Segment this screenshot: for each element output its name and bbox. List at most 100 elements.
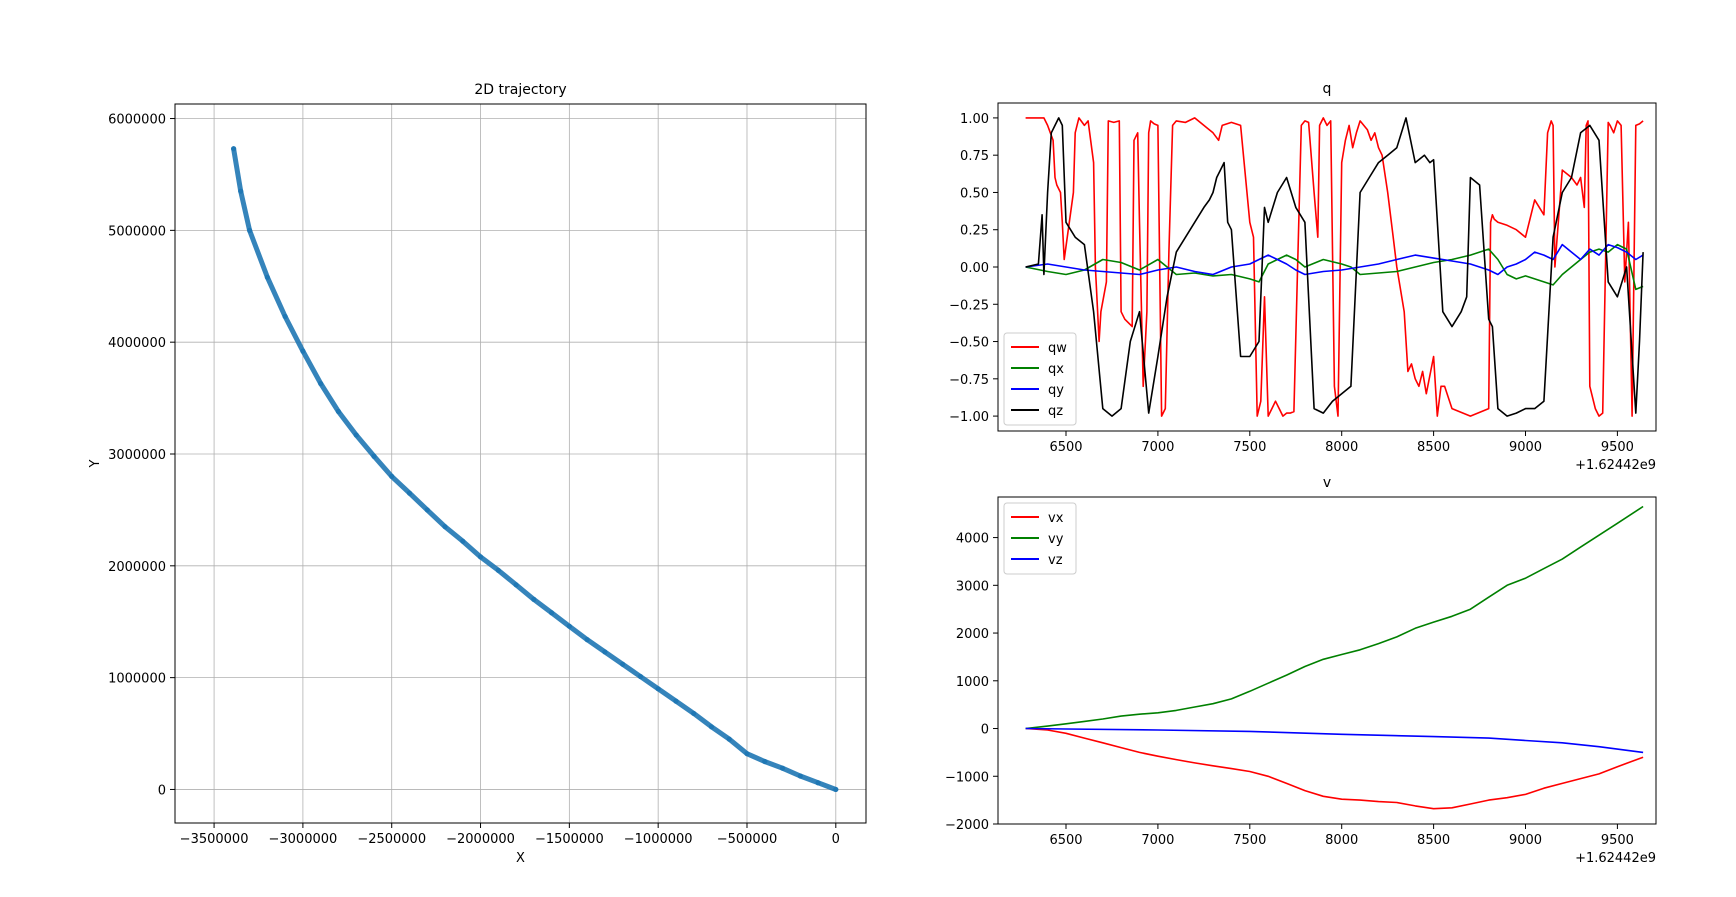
traj-xtick-label: −3000000: [268, 832, 337, 847]
v-ytick-label: −1000: [945, 770, 989, 785]
traj-ytick-label: 2000000: [108, 560, 166, 575]
traj-data-point: [708, 724, 715, 730]
traj-data-point: [318, 380, 324, 387]
v-xtick-label: 7000: [1141, 833, 1174, 848]
v-legend-label-vz: vz: [1048, 553, 1063, 568]
v-ytick-label: 4000: [956, 532, 989, 547]
traj-data-point: [762, 758, 768, 765]
q-xtick-label: 8000: [1325, 440, 1358, 455]
q-xtick-label: 7000: [1141, 440, 1174, 455]
traj-xtick-label: −2500000: [357, 832, 426, 847]
traj-axes-frame: [174, 103, 867, 824]
q-xtick-label: 7500: [1233, 440, 1266, 455]
traj-data-point: [673, 698, 679, 704]
v-ytick-label: 1000: [956, 675, 989, 690]
traj-ytick-label: 1000000: [108, 672, 166, 687]
traj-series-track: [231, 146, 839, 792]
traj-ytick-label: 0: [158, 783, 166, 798]
traj-data-point: [406, 490, 413, 496]
v-xtick-label: 8500: [1417, 833, 1450, 848]
traj-data-point: [779, 765, 786, 771]
v-xtick-label: 9000: [1509, 833, 1542, 848]
traj-ytick-label: 4000000: [108, 336, 166, 351]
v-xtick-label: 9500: [1601, 833, 1634, 848]
traj-title: 2D trajectory: [474, 82, 566, 98]
v-title: v: [1323, 475, 1331, 491]
traj-data-point: [548, 610, 555, 616]
v-xtick-label: 7500: [1233, 833, 1266, 848]
traj-data-point: [637, 673, 644, 680]
traj-ytick-label: 3000000: [108, 448, 166, 463]
traj-data-point: [797, 773, 803, 779]
q-legend-label-qz: qz: [1048, 404, 1063, 419]
q-series-qz: [1025, 117, 1644, 417]
v-ytick-label: 2000: [956, 627, 989, 642]
v-series-vz: [1025, 727, 1644, 754]
traj-data-point: [335, 408, 342, 415]
traj-data-point: [833, 786, 839, 793]
traj-data-point: [495, 567, 501, 573]
q-ytick-label: −0.25: [949, 298, 989, 313]
traj-data-point: [584, 637, 590, 643]
traj-data-point: [282, 313, 288, 320]
traj-data-point: [744, 751, 750, 757]
traj-data-point: [726, 736, 732, 742]
traj-ytick-label: 5000000: [108, 224, 166, 239]
q-xtick-label: 9500: [1601, 440, 1634, 455]
traj-xtick-label: −500000: [717, 832, 778, 847]
traj-data-point: [264, 274, 270, 280]
v-legend-label-vx: vx: [1048, 511, 1064, 526]
v-series-vx: [1025, 727, 1644, 810]
v-ytick-label: −2000: [945, 818, 989, 833]
traj-data-point: [353, 432, 359, 438]
traj-data-point: [247, 227, 253, 233]
traj-data-point: [655, 686, 661, 692]
v-offset-label: +1.62442e9: [1575, 851, 1656, 866]
traj-data-point: [389, 473, 395, 479]
traj-data-point: [815, 780, 821, 786]
v-plot-area: [1025, 505, 1644, 810]
traj-data-point: [231, 146, 237, 152]
traj-data-point: [424, 507, 430, 513]
traj-plot-area: [231, 146, 839, 793]
traj-ytick-label: 6000000: [108, 113, 166, 128]
q-xtick-label: 9000: [1509, 440, 1542, 455]
v-ytick-label: 0: [981, 723, 989, 738]
v-axes-frame: [997, 496, 1657, 825]
q-series-qy: [1025, 243, 1644, 276]
traj-xtick-label: −2000000: [446, 832, 515, 847]
traj-data-point: [371, 453, 377, 459]
v-series-vy: [1025, 505, 1644, 730]
traj-xtick-label: −3500000: [180, 832, 249, 847]
q-ytick-label: 0.75: [960, 149, 989, 164]
q-ytick-label: 0.25: [960, 224, 989, 239]
q-legend-label-qx: qx: [1048, 362, 1064, 377]
traj-data-point: [531, 596, 537, 602]
q-offset-label: +1.62442e9: [1575, 458, 1656, 473]
traj-data-point: [602, 649, 608, 655]
q-ytick-label: 1.00: [960, 112, 989, 127]
q-ytick-label: −0.50: [949, 336, 989, 351]
traj-data-point: [691, 710, 697, 717]
q-xtick-label: 8500: [1417, 440, 1450, 455]
q-ytick-label: −0.75: [949, 373, 989, 388]
v-ytick-label: 3000: [956, 579, 989, 594]
traj-data-point: [300, 348, 306, 354]
q-series-qw: [1025, 117, 1644, 417]
v-xtick-label: 6500: [1049, 833, 1082, 848]
v-legend-box: [1003, 502, 1077, 575]
q-title: q: [1323, 81, 1332, 97]
q-ytick-label: 0.00: [960, 261, 989, 276]
traj-data-point: [238, 188, 244, 194]
traj-xtick-label: −1500000: [535, 832, 604, 847]
traj-data-point: [460, 538, 466, 544]
q-ytick-label: 0.50: [960, 186, 989, 201]
q-plot-area: [1025, 117, 1644, 417]
v-legend-label-vy: vy: [1048, 532, 1064, 547]
traj-xtick-label: 0: [832, 832, 840, 847]
q-legend-box: [1003, 332, 1077, 426]
q-legend-label-qy: qy: [1048, 383, 1064, 398]
q-legend-label-qw: qw: [1048, 341, 1067, 356]
